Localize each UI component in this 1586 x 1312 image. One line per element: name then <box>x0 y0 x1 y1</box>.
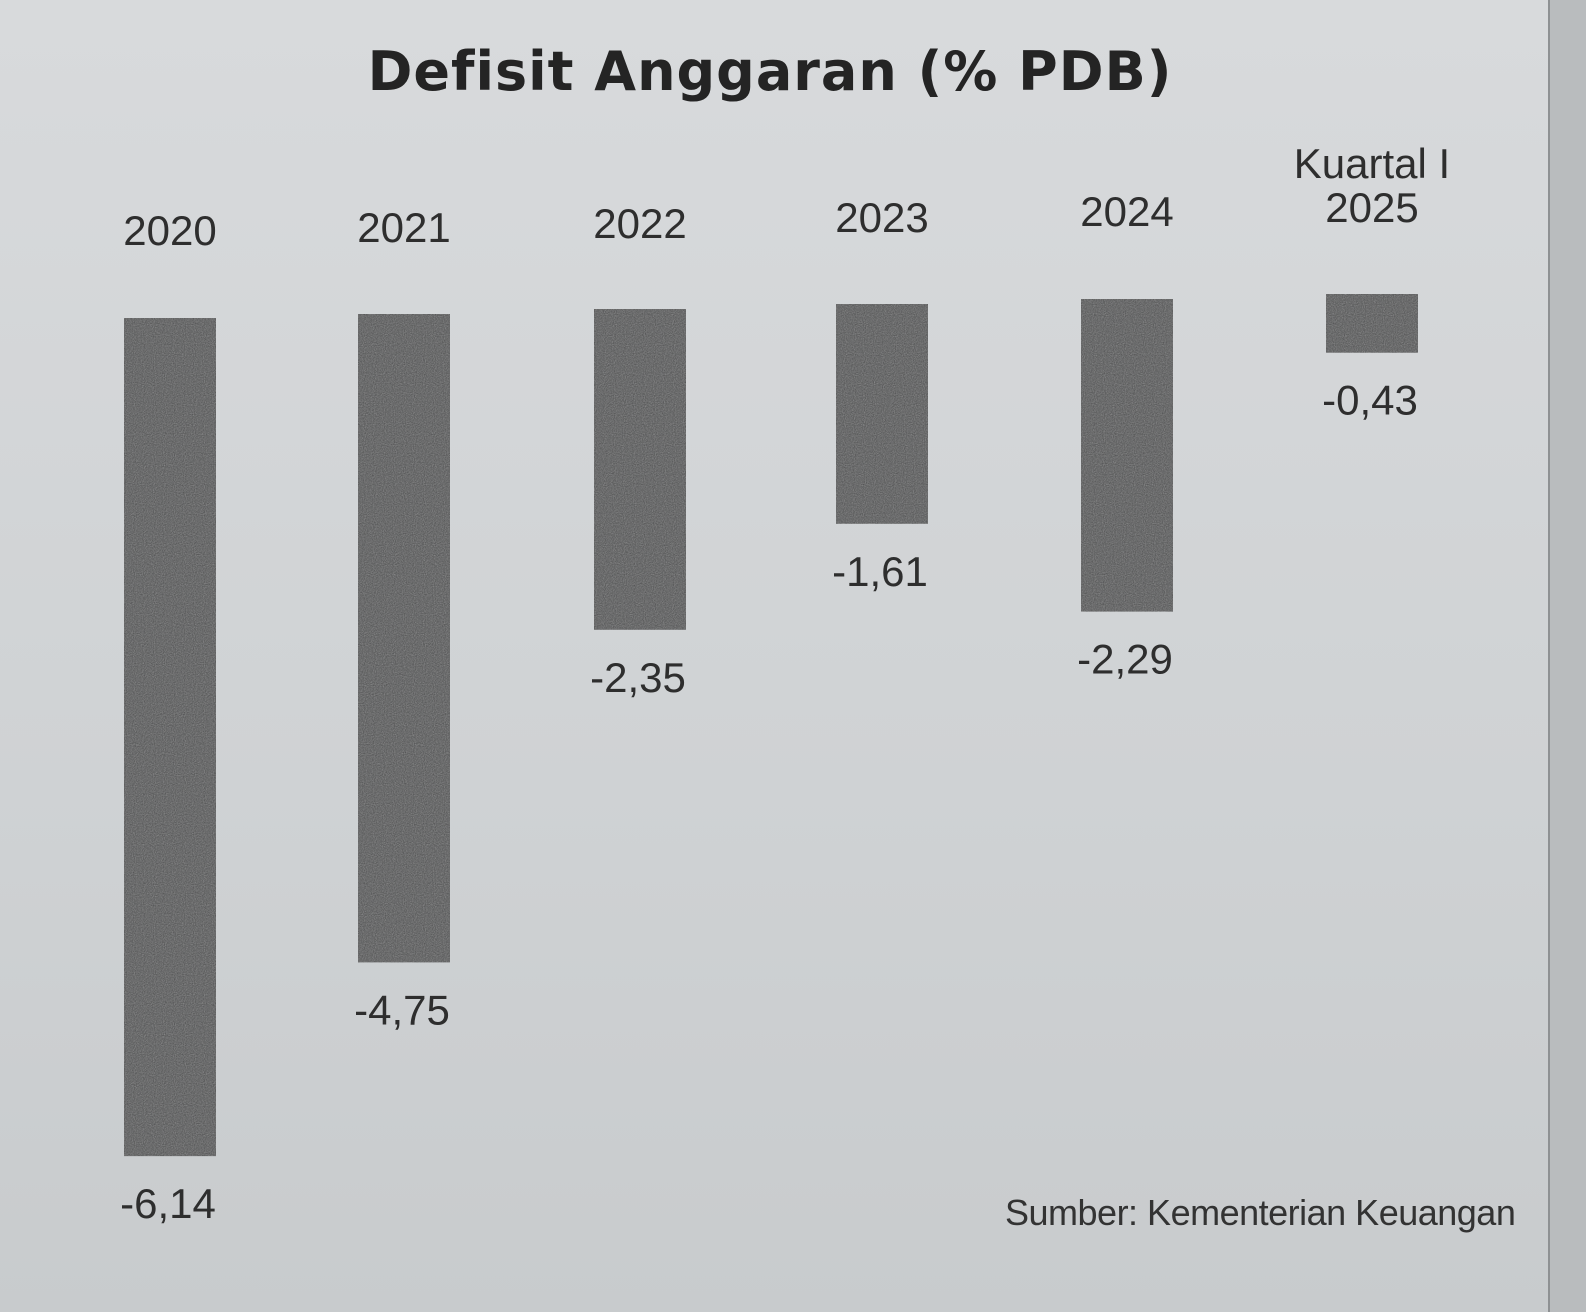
category-label-5: 2024 <box>1080 188 1173 235</box>
bar-6 <box>1326 294 1418 353</box>
category-label-6-line-1: Kuartal I <box>1294 140 1450 187</box>
value-label-2: -4,75 <box>354 986 450 1033</box>
page-edge <box>1548 0 1586 1312</box>
source-note: Sumber: Kementerian Keuangan <box>1005 1192 1516 1233</box>
bar-5 <box>1081 299 1173 612</box>
value-label-1: -6,14 <box>120 1180 216 1227</box>
category-label-4: 2023 <box>835 194 928 241</box>
chart-title: Defisit Anggaran (% PDB) <box>367 40 1173 103</box>
bar-3 <box>594 309 686 630</box>
bar-4 <box>836 304 928 524</box>
value-label-3: -2,35 <box>590 654 686 701</box>
value-label-6: -0,43 <box>1322 377 1418 424</box>
category-label-2: 2021 <box>357 204 450 251</box>
value-label-5: -2,29 <box>1077 636 1173 683</box>
category-label-1: 2020 <box>123 207 216 254</box>
category-label-6-line-2: 2025 <box>1325 184 1418 231</box>
bar-1 <box>124 318 216 1157</box>
value-label-4: -1,61 <box>832 548 928 595</box>
bar-2 <box>358 314 450 963</box>
category-label-3: 2022 <box>593 200 686 247</box>
